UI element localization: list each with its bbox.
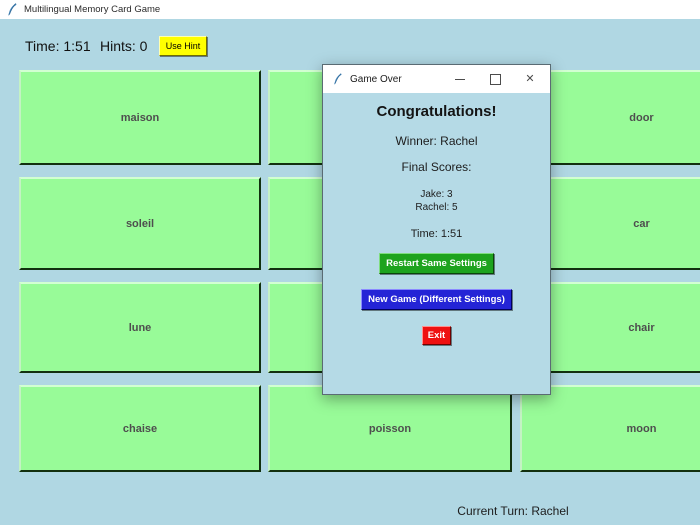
card-moon[interactable]: moon (520, 385, 700, 472)
card-lune[interactable]: lune (19, 282, 261, 373)
card-poisson[interactable]: poisson (268, 385, 512, 472)
use-hint-button[interactable]: Use Hint (159, 36, 207, 56)
python-feather-icon (7, 3, 18, 16)
exit-button[interactable]: Exit (421, 326, 452, 345)
timer-label: Time: 1:51 (25, 38, 91, 54)
final-scores-label: Final Scores: (401, 160, 472, 174)
dialog-titlebar[interactable]: Game Over ✕ (323, 65, 550, 93)
score-rachel: Rachel: 5 (415, 202, 458, 213)
congratulations-heading: Congratulations! (376, 103, 497, 120)
dialog-body: Congratulations! Winner: Rachel Final Sc… (323, 93, 550, 393)
card-soleil[interactable]: soleil (19, 177, 261, 270)
card-maison[interactable]: maison (19, 70, 261, 165)
minimize-icon[interactable] (450, 69, 470, 89)
winner-label: Winner: Rachel (395, 134, 478, 148)
game-over-dialog: Game Over ✕ Congratulations! Winner: Rac… (322, 64, 551, 395)
main-titlebar: Multilingual Memory Card Game (0, 0, 700, 19)
new-game-button[interactable]: New Game (Different Settings) (361, 289, 512, 310)
hints-count-label: Hints: 0 (100, 38, 148, 54)
restart-same-settings-button[interactable]: Restart Same Settings (379, 253, 494, 274)
close-icon[interactable]: ✕ (525, 72, 535, 85)
dialog-title: Game Over (350, 73, 402, 85)
maximize-icon[interactable] (485, 69, 505, 89)
python-feather-icon (333, 73, 343, 85)
final-time-label: Time: 1:51 (410, 228, 463, 240)
card-chaise[interactable]: chaise (19, 385, 261, 472)
score-jake: Jake: 3 (420, 189, 453, 200)
current-turn-label: Current Turn: Rachel (457, 504, 569, 518)
window-title: Multilingual Memory Card Game (24, 4, 161, 15)
dialog-window-controls: ✕ (450, 69, 550, 89)
